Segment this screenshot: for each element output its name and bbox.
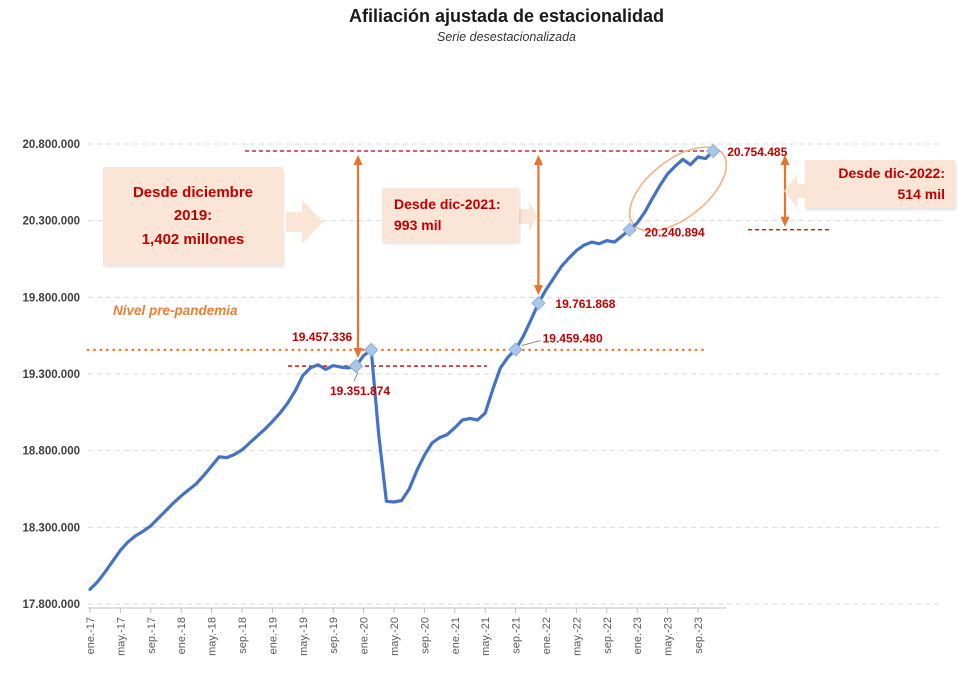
block-arrow-right-icon bbox=[286, 200, 323, 244]
annotation-line: Desde dic-2021: bbox=[394, 196, 501, 212]
annotation-line: 1,402 millones bbox=[141, 230, 245, 248]
x-tick-label: may.-18 bbox=[207, 617, 219, 656]
point-label: 20.240.894 bbox=[645, 226, 705, 240]
y-tick-label: 18.300.000 bbox=[22, 522, 80, 534]
delta-arrow-since-dec2022-head-down bbox=[780, 216, 790, 227]
delta-arrow-since-dec2019-head-down bbox=[353, 348, 363, 359]
x-tick-label: sep.-23 bbox=[693, 617, 705, 654]
pre-pandemic-level-label: Nivel pre-pandemia bbox=[113, 303, 238, 318]
block-arrow-left-icon bbox=[784, 175, 806, 207]
x-tick-label: may.-19 bbox=[298, 617, 310, 656]
annotation-box-since-dec-2021: Desde dic-2021: 993 mil bbox=[382, 188, 519, 242]
point-label: 19.761.868 bbox=[555, 297, 615, 311]
delta-arrow-since-dec2021-head-down bbox=[533, 285, 543, 296]
y-tick-label: 17.800.000 bbox=[22, 599, 80, 611]
point-marker-diamond bbox=[508, 342, 523, 357]
point-label: 19.457.336 bbox=[292, 330, 352, 344]
x-tick-label: ene.-18 bbox=[176, 617, 188, 654]
point-marker-diamond bbox=[531, 295, 546, 311]
block-arrow-right-icon bbox=[518, 201, 537, 232]
label-leader-line bbox=[521, 340, 541, 346]
highlight-ellipse bbox=[628, 146, 728, 232]
x-tick-label: sep.-19 bbox=[328, 617, 340, 654]
x-tick-label: may.-23 bbox=[663, 617, 675, 656]
annotation-line: Desde diciembre bbox=[132, 184, 254, 202]
point-marker-diamond bbox=[705, 143, 721, 159]
y-tick-label: 20.300.000 bbox=[22, 216, 80, 228]
point-marker-diamond bbox=[363, 342, 379, 358]
x-tick-label: may.-20 bbox=[389, 617, 401, 656]
x-tick-label: sep.-17 bbox=[146, 617, 158, 654]
x-tick-label: may.-17 bbox=[115, 617, 127, 656]
chart-title: Afiliación ajustada de estacionalidad bbox=[348, 6, 665, 26]
x-tick-label: ene.-22 bbox=[541, 617, 553, 654]
x-tick-label: may.-21 bbox=[480, 617, 492, 656]
title-block: Afiliación ajustada de estacionalidad Se… bbox=[55, 6, 958, 44]
y-tick-label: 18.800.000 bbox=[22, 446, 80, 458]
annotation-box-since-dec-2022: Desde dic-2022: 514 mil bbox=[805, 160, 955, 208]
annotation-box-since-dec-2019: Desde diciembre 2019: 1,402 millones bbox=[103, 167, 283, 265]
annotation-line: 2019: bbox=[173, 207, 213, 225]
y-tick-label: 19.300.000 bbox=[22, 369, 80, 381]
x-tick-label: ene.-23 bbox=[632, 617, 644, 654]
chart-subtitle: Serie desestacionalizada bbox=[437, 30, 576, 44]
delta-arrow-since-dec2022-head-up bbox=[780, 154, 790, 165]
delta-arrow-since-dec2019-head-up bbox=[353, 154, 363, 165]
point-marker-diamond bbox=[348, 358, 364, 374]
point-label: 19.459.480 bbox=[543, 332, 603, 346]
x-tick-label: sep.-22 bbox=[602, 617, 614, 654]
annotation-line: 514 mil bbox=[897, 186, 945, 202]
y-tick-label: 19.800.000 bbox=[22, 292, 80, 304]
y-tick-label: 20.800.000 bbox=[22, 139, 80, 151]
point-marker-diamond bbox=[622, 222, 637, 237]
x-tick-label: ene.-20 bbox=[359, 617, 371, 654]
annotation-line: 993 mil bbox=[394, 217, 442, 233]
x-tick-label: ene.-19 bbox=[267, 617, 279, 654]
x-tick-label: ene.-17 bbox=[85, 617, 97, 654]
x-tick-label: sep.-21 bbox=[511, 617, 523, 654]
series-line bbox=[88, 149, 715, 592]
x-tick-label: ene.-21 bbox=[450, 617, 462, 654]
label-leader-line bbox=[353, 371, 359, 382]
delta-arrow-since-dec2021-head-up bbox=[533, 154, 543, 165]
x-tick-label: sep.-18 bbox=[237, 617, 249, 654]
x-tick-label: may.-22 bbox=[571, 617, 583, 656]
point-label: 19.351.874 bbox=[330, 384, 390, 398]
x-tick-label: sep.-20 bbox=[419, 617, 431, 654]
point-label: 20.754.485 bbox=[727, 145, 787, 159]
annotation-line: Desde dic-2022: bbox=[838, 165, 945, 181]
